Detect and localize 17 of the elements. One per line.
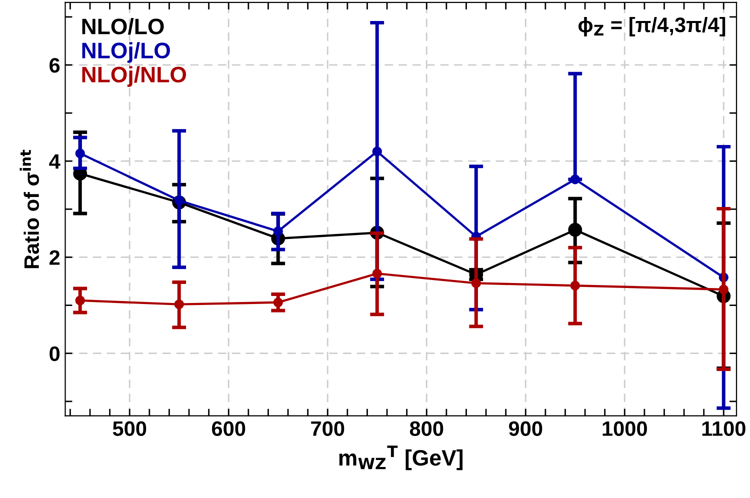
text: NLOj/NLO <box>82 66 186 87</box>
x-axis-title: m$_{WZ}$$^{T}$ [GeV] <box>339 446 463 470</box>
x-tick-label: 700 <box>311 421 344 436</box>
legend-label: NLO/LO <box>82 18 164 35</box>
x-tick-label: 1100 <box>702 421 746 436</box>
x-tick-label: 1000 <box>602 421 647 436</box>
y-tick-label: 6 <box>50 58 60 73</box>
x-tick-label: 500 <box>112 421 146 436</box>
y-axis-title: Ratio of σ$^{int}$ <box>20 150 40 268</box>
text: NLOj/LO <box>82 42 170 63</box>
annotation: ϕ$_{Z}$ = [π/4,3π/4] <box>578 16 726 36</box>
x-tick-label: 800 <box>410 421 444 436</box>
x-tick-label: 600 <box>212 421 246 436</box>
x-tick-label: 900 <box>508 421 542 436</box>
y-tick-label: 2 <box>50 250 60 265</box>
y-tick-label: 0 <box>50 346 60 362</box>
y-tick-label: 4 <box>49 154 60 169</box>
